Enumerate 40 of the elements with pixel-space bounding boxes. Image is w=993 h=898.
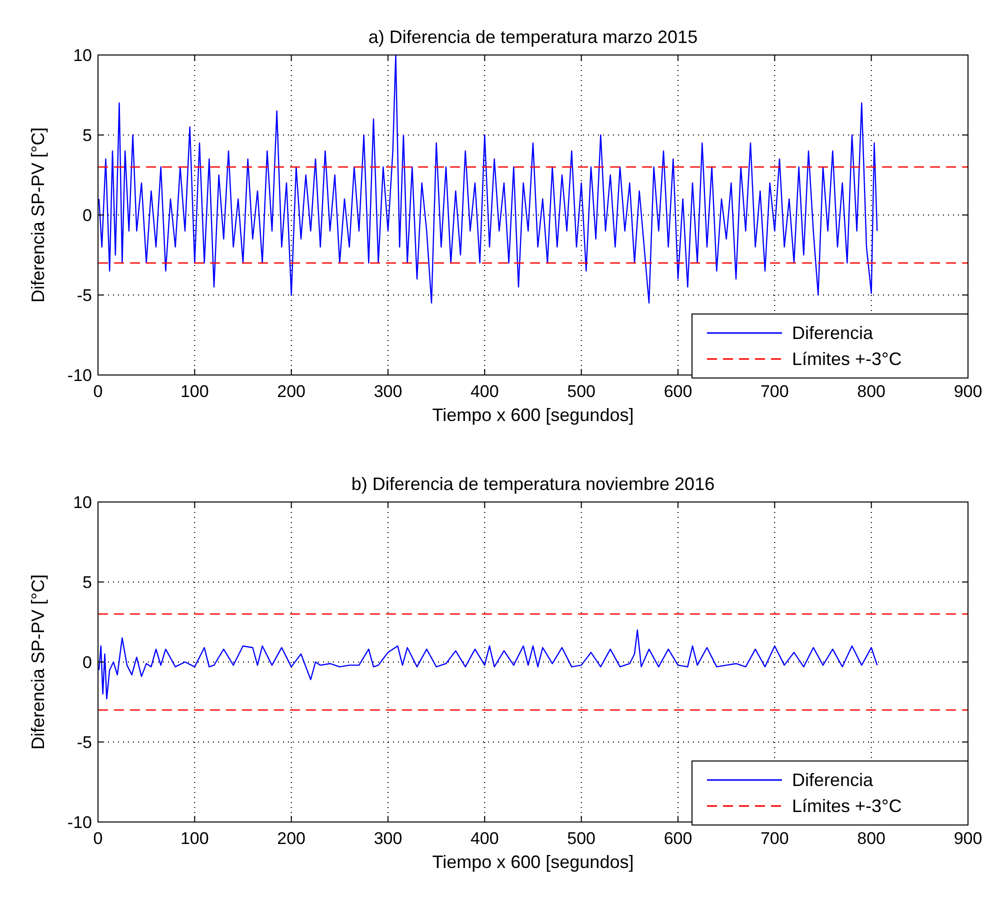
x-tick-label: 700 [760,382,789,401]
x-axis-title: Tiempo x 600 [segundos] [432,405,634,425]
x-tick-label: 700 [760,829,789,848]
line-series [98,629,878,700]
x-tick-label: 900 [954,829,982,848]
x-tick-label: 800 [857,382,886,401]
y-tick-label: 10 [73,493,92,512]
x-tick-label: 100 [180,382,209,401]
x-tick-label: 200 [277,829,306,848]
x-tick-label: 800 [857,829,886,848]
x-tick-label: 300 [374,382,402,401]
y-tick-label: 10 [73,46,92,65]
y-tick-label: 5 [82,573,92,592]
y-axis-title: Diferencia SP-PV [°C] [28,127,48,303]
chart-title: a) Diferencia de temperatura marzo 2015 [368,27,698,47]
x-tick-label: 400 [470,829,499,848]
x-tick-label: 200 [277,382,306,401]
legend-label: Diferencia [792,770,874,790]
y-tick-label: -5 [76,733,92,752]
x-tick-label: 100 [180,829,209,848]
y-tick-label: 0 [82,206,92,225]
x-axis-title: Tiempo x 600 [segundos] [432,852,634,872]
y-tick-label: 0 [82,653,92,672]
y-axis-title: Diferencia SP-PV [°C] [28,574,48,750]
legend-label: Límites +-3°C [792,796,902,816]
y-tick-label: 5 [82,126,92,145]
line-series [98,55,878,304]
chart-title: b) Diferencia de temperatura noviembre 2016 [351,474,715,494]
y-tick-label: -10 [67,366,92,385]
x-tick-label: 500 [567,829,596,848]
x-tick-label: 900 [954,382,982,401]
x-tick-label: 400 [470,382,499,401]
y-tick-label: -10 [67,813,92,832]
legend-label: Diferencia [792,323,874,343]
x-tick-label: 600 [664,382,692,401]
legend-label: Límites +-3°C [792,349,902,369]
x-tick-label: 300 [374,829,402,848]
x-tick-label: 600 [664,829,692,848]
x-tick-label: 500 [567,382,596,401]
y-tick-label: -5 [76,286,92,305]
